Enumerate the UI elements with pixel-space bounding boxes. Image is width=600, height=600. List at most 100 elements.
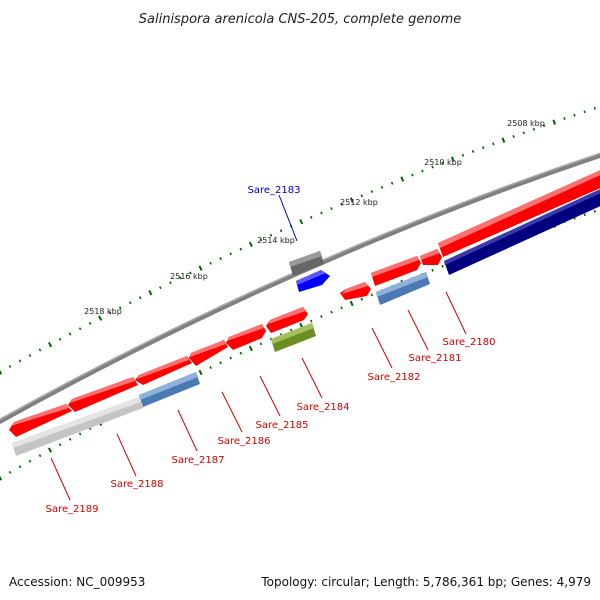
tick-label-2516: 2516 kbp bbox=[170, 272, 208, 281]
scale-tick-upper-39 bbox=[390, 181, 394, 185]
scale-tick-lower-58 bbox=[583, 213, 586, 217]
scale-tick-lower-20 bbox=[198, 369, 203, 376]
scale-tick-lower-36 bbox=[360, 297, 364, 301]
scale-tick-lower-32 bbox=[320, 315, 323, 319]
scale-tick-lower-1 bbox=[8, 470, 12, 474]
gene-label-sare-2183[interactable]: Sare_2183 bbox=[248, 185, 301, 196]
scale-tick-upper-43 bbox=[431, 165, 434, 169]
scale-tick-lower-59 bbox=[593, 209, 596, 213]
scale-tick-lower-43 bbox=[431, 268, 434, 272]
scale-tick-upper-58 bbox=[583, 110, 586, 114]
scale-tick-upper-51 bbox=[512, 135, 515, 138]
scale-tick-upper-20 bbox=[198, 265, 203, 271]
tick-label-2518: 2518 kbp bbox=[84, 307, 122, 316]
scale-tick-upper-34 bbox=[340, 202, 343, 206]
scale-tick-upper-5 bbox=[48, 341, 53, 348]
scale-tick-upper-59 bbox=[593, 106, 596, 110]
scale-tick-lower-26 bbox=[259, 342, 263, 346]
scale-tick-upper-46 bbox=[461, 153, 465, 157]
scale-tick-upper-0 bbox=[0, 369, 3, 375]
scale-tick-lower-29 bbox=[289, 328, 293, 332]
scale-tick-lower-22 bbox=[219, 361, 222, 365]
scale-tick-upper-54 bbox=[542, 124, 546, 128]
scale-tick-upper-14 bbox=[138, 296, 142, 300]
scale-tick-lower-31 bbox=[310, 319, 313, 323]
scale-tick-lower-4 bbox=[38, 454, 42, 458]
tick-label-2514: 2514 kbp bbox=[257, 236, 295, 245]
genome-summary-text: Topology: circular; Length: 5,786,361 bp… bbox=[260, 575, 591, 589]
scale-tick-upper-27 bbox=[269, 233, 273, 237]
gene-label-sare-2182[interactable]: Sare_2182 bbox=[368, 372, 421, 383]
scale-tick-upper-6 bbox=[58, 337, 62, 341]
scale-tick-upper-42 bbox=[421, 169, 424, 173]
scale-tick-upper-55 bbox=[552, 119, 556, 125]
scale-tick-upper-3 bbox=[28, 354, 32, 357]
scale-tick-upper-16 bbox=[159, 286, 162, 290]
scale-tick-lower-23 bbox=[229, 356, 233, 360]
map-title: Salinispora arenicola CNS-205, complete … bbox=[139, 12, 461, 27]
scale-tick-upper-12 bbox=[118, 306, 122, 310]
scale-tick-upper-2 bbox=[18, 359, 22, 363]
scale-tick-upper-25 bbox=[248, 241, 253, 248]
gene-label-sare-2185[interactable]: Sare_2185 bbox=[256, 420, 309, 431]
scale-tick-upper-47 bbox=[471, 150, 475, 153]
scale-tick-lower-2 bbox=[18, 465, 22, 469]
accession-text: Accession: NC_009953 bbox=[9, 575, 145, 589]
scale-tick-upper-50 bbox=[501, 137, 506, 143]
scale-tick-lower-8 bbox=[78, 432, 82, 436]
tick-label-2510: 2510 kbp bbox=[424, 158, 462, 167]
scale-tick-lower-37 bbox=[370, 293, 374, 297]
scale-tick-upper-7 bbox=[68, 332, 72, 336]
scale-tick-upper-56 bbox=[563, 117, 566, 121]
gene-labels: Sare_2180 Sare_2181 Sare_2182 Sare_2183 … bbox=[46, 185, 496, 515]
scale-tick-lower-35 bbox=[349, 300, 354, 307]
scale-tick-upper-22 bbox=[219, 257, 222, 261]
scale-tick-upper-48 bbox=[482, 146, 485, 150]
scale-tick-upper-57 bbox=[573, 113, 576, 117]
scale-tick-lower-33 bbox=[330, 310, 333, 314]
scale-tick-upper-38 bbox=[380, 185, 384, 189]
scale-tick-upper-40 bbox=[400, 176, 405, 182]
scale-tick-upper-11 bbox=[108, 311, 112, 315]
scale-tick-upper-26 bbox=[259, 238, 263, 242]
scale-tick-lower-34 bbox=[340, 306, 343, 310]
scale-tick-upper-13 bbox=[128, 301, 132, 305]
scale-tick-upper-37 bbox=[370, 190, 374, 194]
scale-tick-lower-24 bbox=[239, 351, 243, 355]
scale-tick-lower-25 bbox=[248, 345, 253, 352]
scale-tick-upper-4 bbox=[38, 348, 42, 352]
scale-tick-upper-45 bbox=[450, 156, 455, 162]
tick-label-2508: 2508 kbp bbox=[507, 119, 545, 128]
scale-tick-upper-30 bbox=[299, 219, 304, 225]
scale-tick-upper-18 bbox=[179, 276, 182, 280]
scale-tick-upper-9 bbox=[88, 321, 92, 325]
scale-tick-upper-21 bbox=[209, 261, 212, 265]
scale-tick-lower-21 bbox=[209, 366, 212, 370]
scale-tick-lower-5 bbox=[47, 447, 53, 453]
scale-tick-upper-32 bbox=[320, 211, 323, 215]
scale-tick-upper-31 bbox=[310, 215, 313, 219]
gene-label-sare-2184[interactable]: Sare_2184 bbox=[297, 402, 350, 413]
scale-tick-upper-41 bbox=[411, 173, 414, 177]
scale-tick-upper-53 bbox=[532, 127, 536, 131]
gene-label-sare-2188[interactable]: Sare_2188 bbox=[111, 479, 164, 490]
gene-label-sare-2180[interactable]: Sare_2180 bbox=[443, 337, 496, 348]
tick-label-2512: 2512 kbp bbox=[340, 198, 378, 207]
gene-feature-sare-2189[interactable] bbox=[9, 404, 72, 437]
gene-label-sare-2181[interactable]: Sare_2181 bbox=[409, 353, 462, 364]
gene-feature-blue[interactable] bbox=[296, 270, 330, 292]
scale-tick-upper-24 bbox=[239, 247, 243, 251]
scale-tick-upper-1 bbox=[8, 365, 12, 368]
gene-label-sare-2187[interactable]: Sare_2187 bbox=[172, 455, 225, 466]
scale-labels: 2508 kbp 2510 kbp 2512 kbp 2514 kbp 2516… bbox=[84, 119, 545, 316]
gene-label-sare-2189[interactable]: Sare_2189 bbox=[46, 504, 99, 515]
gene-features bbox=[9, 170, 600, 456]
gene-label-sare-2186[interactable]: Sare_2186 bbox=[218, 436, 271, 447]
scale-tick-upper-33 bbox=[330, 207, 333, 211]
scale-tick-upper-17 bbox=[169, 281, 172, 285]
scale-tick-upper-10 bbox=[98, 315, 103, 321]
scale-tick-upper-15 bbox=[148, 289, 153, 296]
scale-tick-upper-8 bbox=[78, 327, 82, 331]
scale-tick-lower-44 bbox=[441, 264, 444, 268]
